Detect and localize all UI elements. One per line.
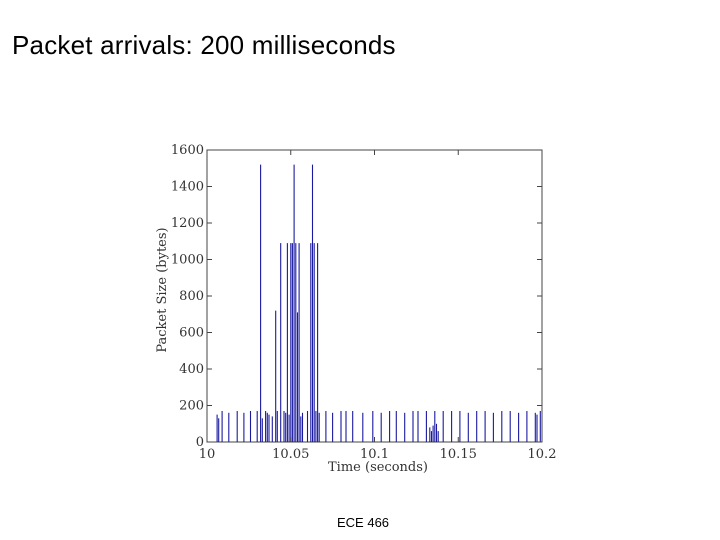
- y-tick-label: 1000: [171, 253, 204, 268]
- x-tick-label: 10.05: [272, 447, 309, 462]
- y-tick-label: 1400: [171, 180, 204, 195]
- y-axis-ticks: 0 200 400 600 800 1000 1200 1400 1600: [171, 143, 542, 450]
- slide-title: Packet arrivals: 200 milliseconds: [12, 30, 396, 60]
- y-axis-label: Packet Size (bytes): [155, 227, 170, 352]
- y-tick-label: 800: [179, 289, 204, 304]
- x-tick-label: 10.1: [360, 447, 389, 462]
- y-tick-label: 0: [196, 435, 204, 450]
- y-tick-label: 400: [179, 362, 204, 377]
- slide-footer: ECE 466: [337, 515, 390, 530]
- x-axis-label: Time (seconds): [328, 460, 428, 475]
- y-tick-label: 200: [179, 399, 204, 414]
- x-tick-label: 10.15: [440, 447, 477, 462]
- y-tick-label: 1200: [171, 216, 204, 231]
- x-tick-label: 10: [199, 447, 216, 462]
- y-tick-label: 1600: [171, 143, 204, 158]
- x-axis-ticks: 10 10.05 10.1 10.15 10.2: [199, 150, 557, 462]
- y-tick-label: 600: [179, 326, 204, 341]
- x-tick-label: 10.2: [528, 447, 557, 462]
- stem-series: [216, 164, 541, 442]
- plot-frame: [206, 149, 543, 443]
